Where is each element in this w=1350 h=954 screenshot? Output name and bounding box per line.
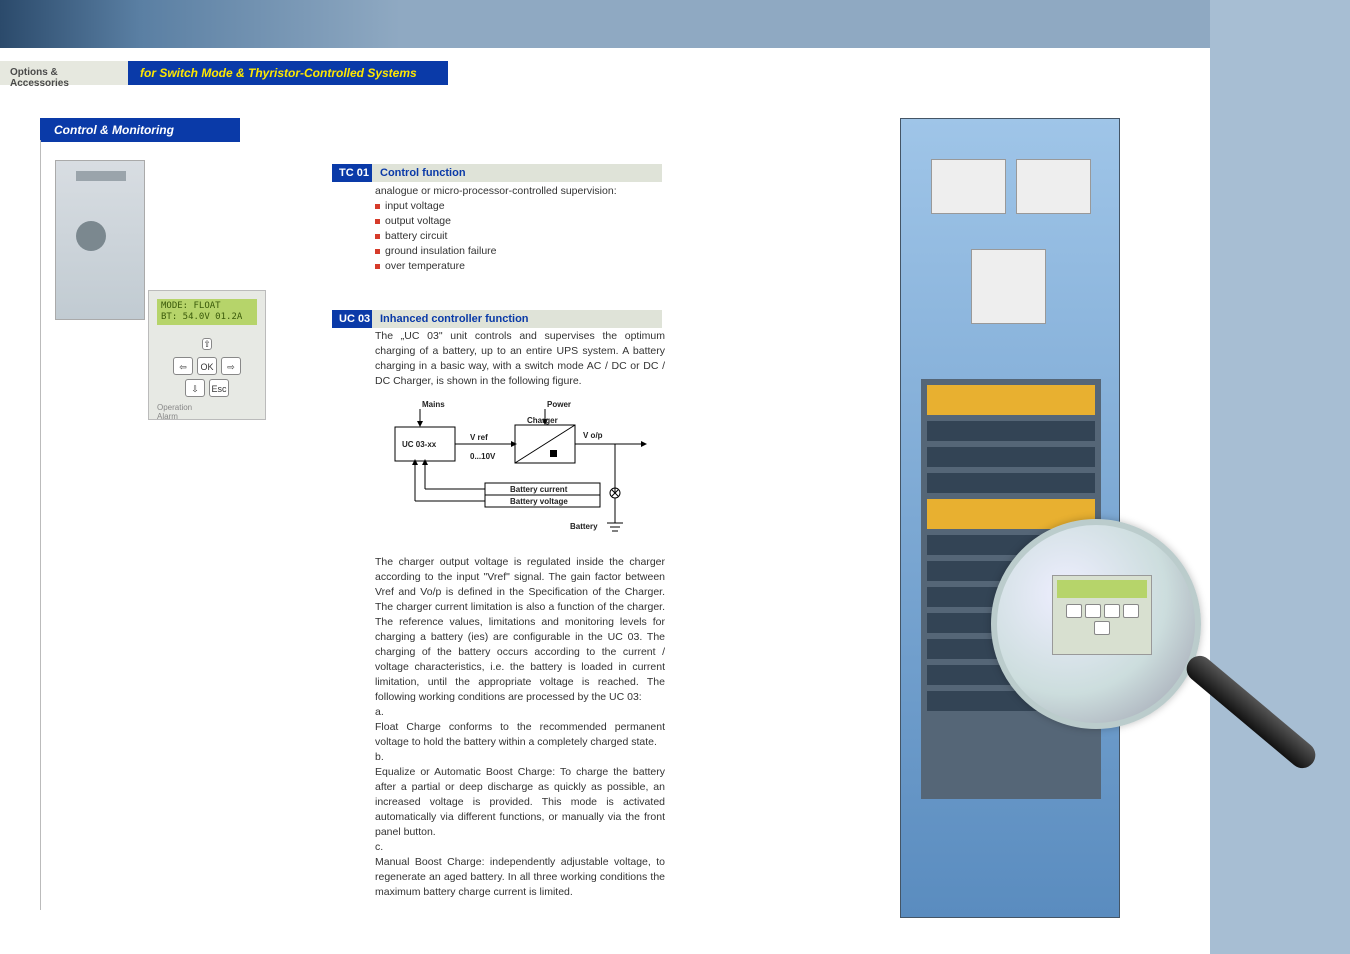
cabinet-image: [900, 118, 1120, 918]
diag-range: 0...10V: [470, 452, 496, 461]
uc03-a: Float Charge conforms to the recommended…: [375, 720, 665, 750]
uc03-intro: The „UC 03" unit controls and supervises…: [375, 329, 665, 389]
magnified-lcd: [1057, 580, 1147, 598]
tc01-title: Control function: [372, 164, 662, 182]
cabinet-row: [927, 385, 1095, 415]
diag-power: Power: [547, 400, 571, 409]
vertical-rule: [40, 140, 41, 910]
tc01-body: analogue or micro-processor-controlled s…: [375, 184, 665, 274]
tc01-item: ground insulation failure: [375, 244, 665, 259]
uc03-c: Manual Boost Charge: independently adjus…: [375, 855, 665, 900]
product-image-front: [55, 160, 145, 320]
tc01-item: output voltage: [375, 214, 665, 229]
diag-charger: Charger: [527, 416, 558, 425]
lcd-display: MODE: FLOAT BT: 54.0V 01.2A: [157, 299, 257, 325]
header-url: www.schaeferpower.de: [640, 67, 753, 79]
header-category: Options & Accessories: [0, 61, 128, 85]
diag-bat: Battery: [570, 522, 598, 531]
tc01-item: over temperature: [375, 259, 665, 274]
diag-bvol: Battery voltage: [510, 497, 568, 506]
tc01-item: battery circuit: [375, 229, 665, 244]
diag-mains: Mains: [422, 400, 445, 409]
keypad-labels: Operation Alarm: [157, 403, 257, 421]
key-ok: OK: [197, 357, 217, 375]
uc03-a-label: a.: [375, 705, 665, 720]
uc03-diagram: Mains Power UC 03-xx V ref 0...10V Charg…: [375, 395, 665, 545]
uc03-title: Inhanced controller function: [372, 310, 662, 328]
uc03-body: The charger output voltage is regulated …: [375, 555, 665, 900]
product-image-keypad: MODE: FLOAT BT: 54.0V 01.2A ⇧ ⇦ OK ⇨ ⇩ E…: [148, 290, 266, 420]
cabinet-panel: [1016, 159, 1091, 214]
keypad: ⇧ ⇦ OK ⇨ ⇩ Esc: [157, 335, 257, 397]
cabinet-row: [927, 447, 1095, 467]
magnified-keys: [1057, 604, 1147, 635]
key-left: ⇦: [173, 357, 193, 375]
cabinet-row: [927, 473, 1095, 493]
cabinet-panel: [971, 249, 1046, 324]
tc01-code: TC 01: [332, 164, 376, 182]
key-down: ⇩: [185, 379, 205, 397]
cabinet-panel: [931, 159, 1006, 214]
tc01-list: input voltage output voltage battery cir…: [375, 199, 665, 274]
cabinet-row: [927, 421, 1095, 441]
key-right: ⇨: [221, 357, 241, 375]
top-strip: [0, 0, 1350, 48]
label-operation: Operation: [157, 403, 192, 412]
lcd-line1: MODE: FLOAT: [161, 301, 221, 311]
tc01-intro: analogue or micro-processor-controlled s…: [375, 184, 665, 199]
header-title: for Switch Mode & Thyristor-Controlled S…: [128, 61, 448, 85]
uc03-b-label: b.: [375, 750, 665, 765]
magnified-keypad: [1052, 575, 1152, 655]
magnifier-lens: [991, 519, 1201, 729]
uc03-c-label: c.: [375, 840, 665, 855]
section-title: Control & Monitoring: [40, 118, 240, 142]
key-esc: Esc: [209, 379, 229, 397]
uc03-code: UC 03: [332, 310, 377, 328]
tc01-item: input voltage: [375, 199, 665, 214]
diag-vop: V o/p: [583, 431, 603, 440]
top-gradient: [0, 0, 400, 48]
right-margin-column: [1210, 0, 1350, 954]
uc03-b: Equalize or Automatic Boost Charge: To c…: [375, 765, 665, 840]
diag-vref: V ref: [470, 433, 488, 442]
diag-box: UC 03-xx: [402, 440, 437, 449]
label-alarm: Alarm: [157, 412, 178, 421]
lcd-line2: BT: 54.0V 01.2A: [161, 312, 242, 322]
uc03-p2: The charger output voltage is regulated …: [375, 555, 665, 705]
key-up: ⇧: [202, 338, 212, 350]
diag-bcur: Battery current: [510, 485, 568, 494]
